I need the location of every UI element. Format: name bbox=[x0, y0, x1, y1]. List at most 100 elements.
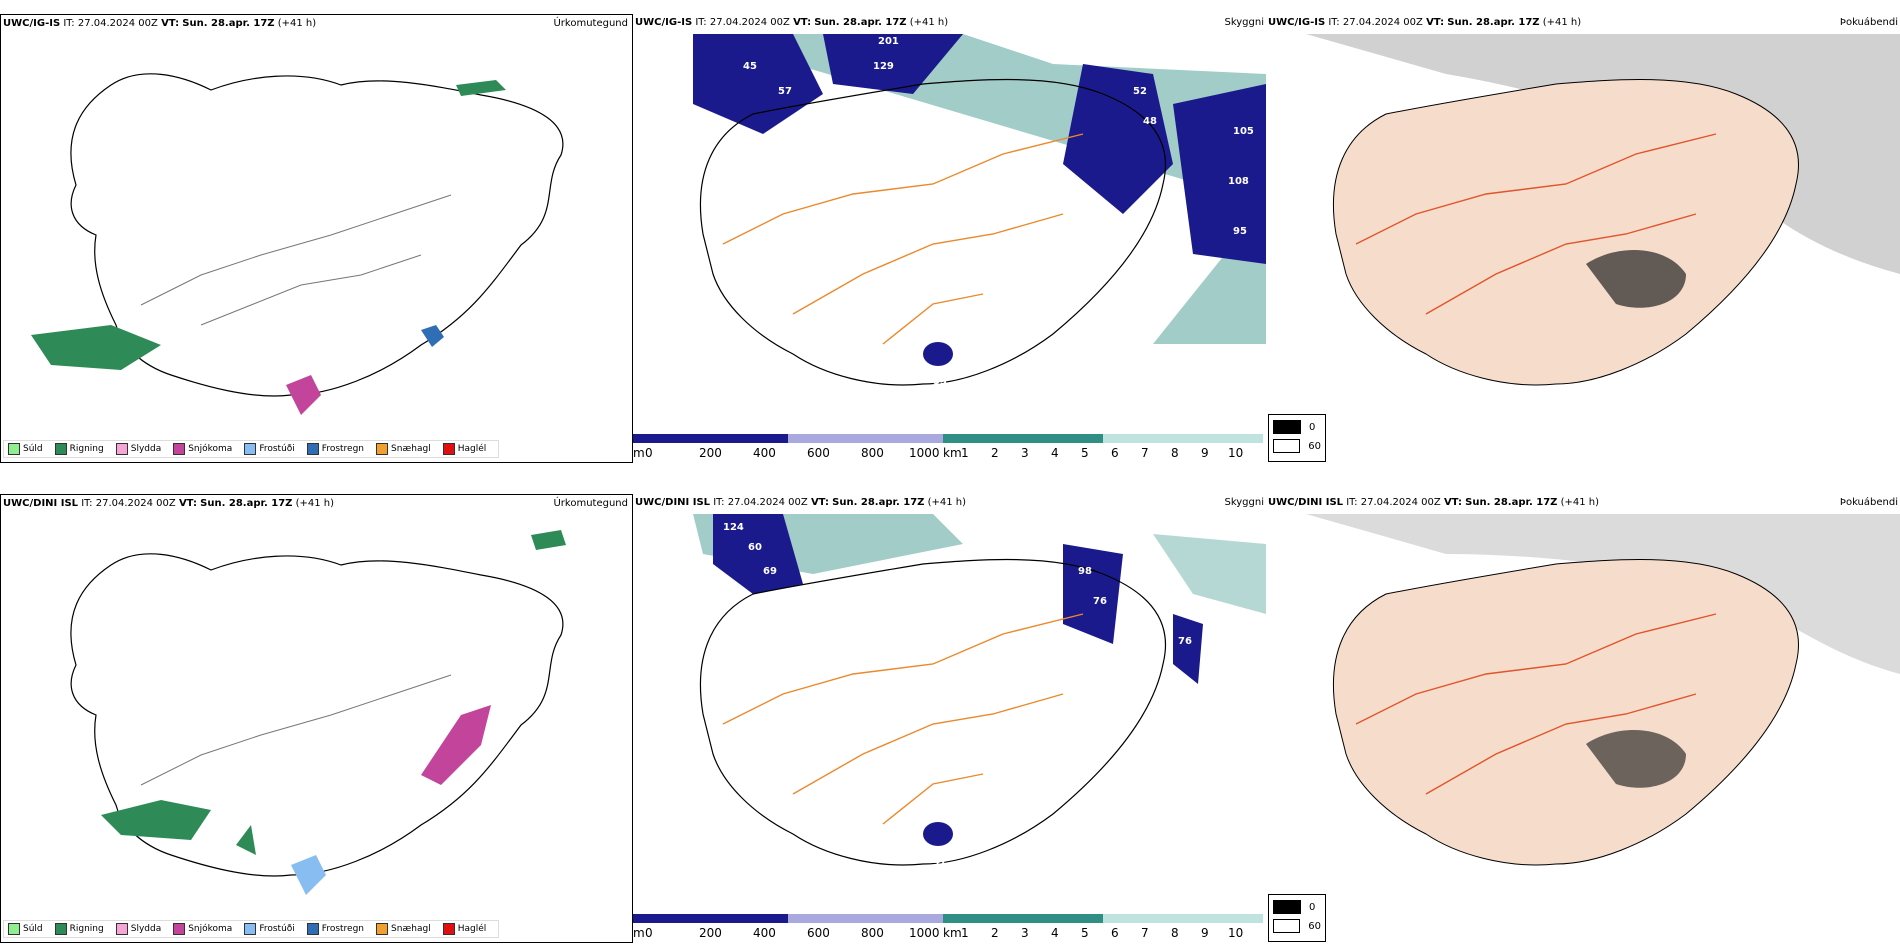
ceiling-label: 201 bbox=[878, 36, 899, 47]
ceiling-tick: 800 bbox=[861, 926, 884, 940]
visibility-colorbar-top: km 1 2 3 4 5 6 7 8 9 10 bbox=[943, 434, 1263, 468]
legend-item: Súld bbox=[8, 923, 43, 935]
ceiling-label: 98 bbox=[1078, 566, 1092, 577]
legend-item: Snæhagl bbox=[376, 923, 431, 935]
precip-legend-bottom: Súld Rigning Slydda Snjókoma Frostúði Fr… bbox=[3, 920, 500, 938]
precip-title-top: Úrkomutegund bbox=[553, 18, 628, 29]
fog-title-top: Þokuábendi bbox=[1839, 17, 1898, 28]
header-top-3: UWC/IG-IS IT: 27.04.2024 00Z VT: Sun. 28… bbox=[1268, 17, 1582, 28]
fog-legend-value: 60 bbox=[1308, 440, 1321, 452]
legend-item: Snjókoma bbox=[173, 923, 232, 935]
ceiling-label: 76 bbox=[1093, 596, 1107, 607]
legend-item: Frostúði bbox=[244, 923, 295, 935]
ceiling-tick: 200 bbox=[699, 446, 722, 460]
visibility-tick: 2 bbox=[991, 926, 999, 940]
header-top-2: UWC/IG-IS IT: 27.04.2024 00Z VT: Sun. 28… bbox=[635, 17, 949, 28]
fog-legend-top: 0 60 bbox=[1268, 414, 1326, 462]
header-bottom-3: UWC/DINI ISL IT: 27.04.2024 00Z VT: Sun.… bbox=[1268, 497, 1600, 508]
fog-legend-value: 0 bbox=[1309, 421, 1316, 433]
ceiling-label: 76 bbox=[1178, 636, 1192, 647]
legend-item: Rigning bbox=[54, 443, 104, 455]
fog-panel-top: UWC/IG-IS IT: 27.04.2024 00Z VT: Sun. 28… bbox=[1266, 14, 1900, 434]
precip-title-bottom: Úrkomutegund bbox=[553, 498, 628, 509]
ceiling-label: 124 bbox=[723, 522, 744, 533]
header-bottom-1: UWC/DINI ISL IT: 27.04.2024 00Z VT: Sun.… bbox=[3, 498, 335, 509]
ceiling-colorbar-bottom: m 0 200 400 600 800 1000 bbox=[633, 914, 943, 948]
precip-legend-top: Súld Rigning Slydda Snjókoma Frostúði Fr… bbox=[3, 440, 500, 458]
fog-legend-value: 60 bbox=[1308, 920, 1321, 932]
visibility-tick: 4 bbox=[1051, 446, 1059, 460]
ceiling-tick: 400 bbox=[753, 446, 776, 460]
legend-item: Snæhagl bbox=[376, 443, 431, 455]
visibility-tick: 2 bbox=[991, 446, 999, 460]
visibility-tick: 6 bbox=[1111, 446, 1119, 460]
ceiling-tick: 800 bbox=[861, 446, 884, 460]
visibility-tick: 1 bbox=[961, 446, 969, 460]
iceland-fog-map-bottom bbox=[1306, 514, 1900, 866]
legend-item: Haglél bbox=[442, 443, 486, 455]
visibility-unit: km bbox=[943, 926, 962, 940]
ceiling-label: 60 bbox=[748, 542, 762, 553]
ceiling-panel-top: 45 57 201 129 146 52 48 105 108 95 53 UW… bbox=[633, 14, 1266, 434]
legend-item: Súld bbox=[8, 443, 43, 455]
fog-legend-value: 0 bbox=[1309, 901, 1316, 913]
ceiling-label: 146 bbox=[838, 86, 859, 97]
ceiling-tick: 400 bbox=[753, 926, 776, 940]
legend-item: Slydda bbox=[115, 443, 161, 455]
ceiling-title-top: Skyggni bbox=[1224, 17, 1264, 28]
legend-item: Slydda bbox=[115, 923, 161, 935]
ceiling-label: 45 bbox=[743, 61, 757, 72]
iceland-ceiling-map-bottom: 124 60 69 98 76 76 47 bbox=[693, 514, 1266, 867]
iceland-fog-map-top bbox=[1306, 34, 1900, 386]
ceiling-label: 95 bbox=[1233, 226, 1247, 237]
header-bottom-2: UWC/DINI ISL IT: 27.04.2024 00Z VT: Sun.… bbox=[635, 497, 967, 508]
fog-legend-bottom: 0 60 bbox=[1268, 894, 1326, 942]
legend-item: Haglél bbox=[442, 923, 486, 935]
legend-item: Frostregn bbox=[306, 923, 364, 935]
fog-title-bottom: Þokuábendi bbox=[1839, 497, 1898, 508]
ceiling-label: 47 bbox=[933, 856, 947, 867]
fog-panel-bottom: UWC/DINI ISL IT: 27.04.2024 00Z VT: Sun.… bbox=[1266, 494, 1900, 914]
iceland-ceiling-map-top: 45 57 201 129 146 52 48 105 108 95 53 bbox=[693, 34, 1266, 387]
ceiling-label: 48 bbox=[1143, 116, 1157, 127]
ceiling-tick: 0 bbox=[645, 926, 653, 940]
visibility-tick: 9 bbox=[1201, 446, 1209, 460]
visibility-tick: 3 bbox=[1021, 926, 1029, 940]
visibility-tick: 7 bbox=[1141, 446, 1149, 460]
visibility-tick: 1 bbox=[961, 926, 969, 940]
precip-panel-top: UWC/IG-IS IT: 27.04.2024 00Z VT: Sun. 28… bbox=[0, 14, 633, 463]
visibility-tick: 10 bbox=[1228, 446, 1244, 460]
visibility-tick: 10 bbox=[1228, 926, 1244, 940]
ceiling-tick: 0 bbox=[645, 446, 653, 460]
visibility-tick: 8 bbox=[1171, 926, 1179, 940]
legend-item: Frostúði bbox=[244, 443, 295, 455]
ceiling-tick: 600 bbox=[807, 446, 830, 460]
legend-item: Rigning bbox=[54, 923, 104, 935]
visibility-tick: 7 bbox=[1141, 926, 1149, 940]
visibility-unit: km bbox=[943, 446, 962, 460]
ceiling-unit: m bbox=[633, 446, 645, 460]
visibility-colorbar-bottom: km 1 2 3 4 5 6 7 8 9 10 bbox=[943, 914, 1263, 948]
legend-item: Snjókoma bbox=[173, 443, 232, 455]
ceiling-label: 69 bbox=[763, 566, 777, 577]
ceiling-tick: 600 bbox=[807, 926, 830, 940]
ceiling-tick: 200 bbox=[699, 926, 722, 940]
iceland-precip-map-bottom bbox=[70, 530, 566, 895]
precip-panel-bottom: UWC/DINI ISL IT: 27.04.2024 00Z VT: Sun.… bbox=[0, 494, 633, 943]
header-top-1: UWC/IG-IS IT: 27.04.2024 00Z VT: Sun. 28… bbox=[3, 18, 317, 29]
visibility-tick: 3 bbox=[1021, 446, 1029, 460]
visibility-tick: 6 bbox=[1111, 926, 1119, 940]
visibility-tick: 5 bbox=[1081, 446, 1089, 460]
ceiling-label: 52 bbox=[1133, 86, 1147, 97]
ceiling-title-bottom: Skyggni bbox=[1224, 497, 1264, 508]
legend-item: Frostregn bbox=[306, 443, 364, 455]
ceiling-tick: 1000 bbox=[909, 926, 940, 940]
ceiling-panel-bottom: 124 60 69 98 76 76 47 UWC/DINI ISL IT: 2… bbox=[633, 494, 1266, 914]
ceiling-label: 53 bbox=[933, 376, 947, 387]
ceiling-label: 105 bbox=[1233, 126, 1254, 137]
ceiling-colorbar-top: m 0 200 400 600 800 1000 bbox=[633, 434, 943, 468]
visibility-tick: 8 bbox=[1171, 446, 1179, 460]
ceiling-label: 129 bbox=[873, 61, 894, 72]
iceland-precip-map-top bbox=[31, 73, 564, 415]
ceiling-unit: m bbox=[633, 926, 645, 940]
